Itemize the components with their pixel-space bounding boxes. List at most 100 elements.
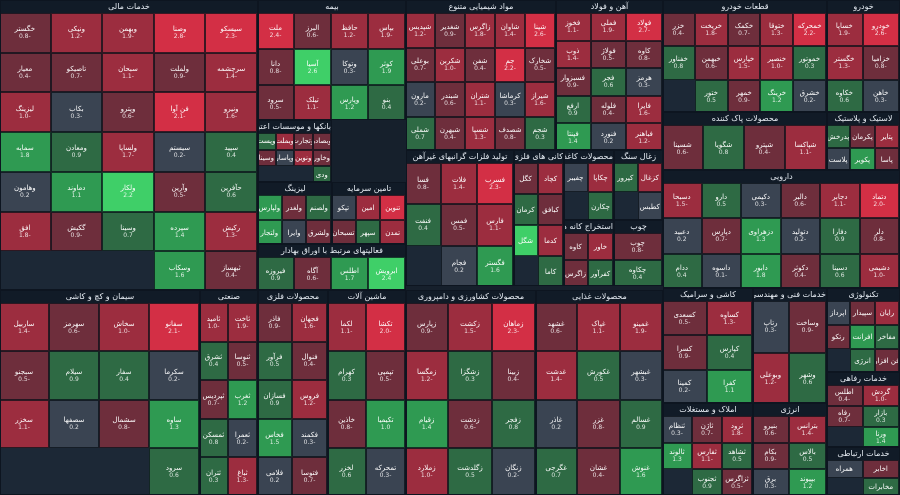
ticker-cell[interactable]: ونوین-1.4 xyxy=(294,149,313,167)
ticker-cell[interactable]: ذوب -1.4 xyxy=(557,40,591,69)
ticker-cell[interactable]: فاذر -0.9 xyxy=(259,303,292,342)
ticker-cell[interactable]: همراه-0.3 xyxy=(828,460,863,478)
ticker-cell[interactable]: تاصیکو -0.7 xyxy=(50,52,103,93)
ticker-cell[interactable]: وساخت -0.9 xyxy=(789,301,826,353)
ticker-cell[interactable]: کبافق-0.4 xyxy=(538,194,563,225)
ticker-cell[interactable]: زشگزا 0.3 xyxy=(448,351,492,400)
ticker-cell[interactable]: زگلدشت 0.5 xyxy=(448,447,492,494)
ticker-cell[interactable]: ونیکی -1.2 xyxy=(50,13,103,53)
ticker-cell[interactable]: خموتور 0.3 xyxy=(793,46,826,80)
ticker-cell[interactable]: ثالوند 1.3 xyxy=(664,442,692,470)
ticker-cell[interactable]: فجهان -1.6 xyxy=(292,303,327,342)
ticker-cell[interactable]: کسعدی -0.5 xyxy=(664,301,707,336)
ticker-cell[interactable]: کاما0.8 xyxy=(538,256,563,285)
ticker-cell[interactable]: سبحان -1.1 xyxy=(102,52,154,93)
ticker-cell[interactable]: اخابر-0.9 xyxy=(862,460,899,478)
ticker-cell[interactable]: فنورد 0.2 xyxy=(590,123,627,149)
ticker-cell[interactable]: خزر -0.4 xyxy=(664,13,695,47)
ticker-cell[interactable]: ثفارس -1.1 xyxy=(692,442,722,470)
ticker-cell[interactable]: شبندر -0.6 xyxy=(435,82,465,117)
ticker-cell[interactable]: آسیا 2.6 xyxy=(294,49,331,85)
ticker-cell[interactable]: ثاژن -0.7 xyxy=(692,416,722,443)
ticker-cell[interactable]: حآفرین 0.6 xyxy=(205,171,257,212)
ticker-cell[interactable]: ارفع 0.9 xyxy=(557,95,591,124)
ticker-cell[interactable]: پدرخش0.3 xyxy=(828,125,851,148)
ticker-cell[interactable]: وپارس 1.2 xyxy=(331,85,368,119)
ticker-cell[interactable]: فخوز -1.1 xyxy=(557,13,591,41)
ticker-cell[interactable]: دالبر -0.6 xyxy=(780,183,820,219)
ticker-cell[interactable]: غسالم 0.9 xyxy=(619,399,662,448)
ticker-cell[interactable]: البرز -0.6 xyxy=(294,13,331,49)
ticker-cell[interactable]: فسرب -2.3 xyxy=(477,163,513,205)
ticker-cell[interactable]: شفن -0.4 xyxy=(465,47,495,82)
ticker-cell[interactable]: وسینا 0.7 xyxy=(102,211,154,252)
ticker-cell[interactable]: خگستر -0.8 xyxy=(1,13,51,53)
ticker-cell[interactable]: دزهراوی 1.3 xyxy=(741,218,781,254)
ticker-cell[interactable]: دعبید 0.2 xyxy=(664,218,702,254)
ticker-cell[interactable]: دتماد -2.0 xyxy=(859,183,899,219)
ticker-cell[interactable]: چکارن0.5 xyxy=(588,192,613,219)
ticker-cell[interactable]: فروس -1.2 xyxy=(292,380,327,419)
ticker-cell[interactable]: فن افزار-0.4 xyxy=(874,349,899,371)
ticker-cell[interactable]: خساپا -1.9 xyxy=(828,13,863,47)
ticker-cell[interactable]: سپهر0.8 xyxy=(355,220,381,243)
ticker-cell[interactable]: پلاست-0.2 xyxy=(828,148,851,169)
ticker-cell[interactable]: وبوعلی -1.2 xyxy=(754,352,789,402)
ticker-cell[interactable]: زقیام 1.4 xyxy=(407,399,449,448)
ticker-cell[interactable]: پتایر-1.4 xyxy=(874,125,899,148)
ticker-cell[interactable]: دارو 0.5 xyxy=(701,183,741,219)
ticker-cell[interactable]: تنوین-2.1 xyxy=(380,195,405,220)
ticker-cell[interactable]: پکرمان-0.5 xyxy=(850,125,875,148)
ticker-cell[interactable]: گکیش -0.9 xyxy=(50,211,103,252)
ticker-cell[interactable]: سکرما -0.2 xyxy=(149,351,199,400)
ticker-cell[interactable]: انرژی0.9 xyxy=(850,349,875,371)
ticker-cell[interactable]: زمگسا -1.2 xyxy=(407,351,449,400)
ticker-cell[interactable]: کپارس 0.4 xyxy=(707,335,752,370)
ticker-cell[interactable]: کطبس-0.3 xyxy=(637,192,662,219)
ticker-cell[interactable]: شپترو -0.4 xyxy=(744,125,785,169)
ticker-cell[interactable]: ابرویش 2.4 xyxy=(368,257,405,289)
ticker-cell[interactable]: بنو 0.4 xyxy=(368,85,405,119)
ticker-cell[interactable]: دکیمی -0.3 xyxy=(741,183,781,219)
ticker-cell[interactable]: شسینا -0.6 xyxy=(664,125,703,169)
ticker-cell[interactable]: خاهن -0.3 xyxy=(862,79,899,111)
ticker-cell[interactable]: سرچشمه -1.4 xyxy=(205,52,257,93)
ticker-cell[interactable]: دابور 1.8 xyxy=(741,253,781,287)
ticker-cell[interactable]: وبصادر-0.8 xyxy=(312,133,331,150)
ticker-cell[interactable]: فنوال -0.4 xyxy=(292,341,327,381)
ticker-cell[interactable]: زبینا -0.4 xyxy=(491,351,535,400)
ticker-cell[interactable]: بکاب -0.3 xyxy=(50,92,103,133)
ticker-cell[interactable]: فتوسا -0.7 xyxy=(292,457,327,494)
ticker-cell[interactable]: سیسکو -2.3 xyxy=(205,13,257,53)
ticker-cell[interactable]: ثعمرا -0.2 xyxy=(228,418,257,458)
ticker-cell[interactable]: خرینگ 1.2 xyxy=(760,79,794,111)
ticker-cell[interactable]: دماوند 1.1 xyxy=(50,171,103,212)
ticker-cell[interactable]: افق -1.8 xyxy=(1,211,51,252)
ticker-cell[interactable]: فرآور 0.5 xyxy=(259,341,292,381)
ticker-cell[interactable]: پکویر1.1 xyxy=(850,148,875,169)
ticker-cell[interactable]: غشهد -0.6 xyxy=(537,303,578,352)
ticker-cell[interactable]: تیلک -1.1 xyxy=(294,85,331,119)
ticker-cell[interactable]: سفار 0.4 xyxy=(99,351,149,400)
ticker-cell[interactable]: ولتجار1.3 xyxy=(259,220,282,243)
ticker-cell[interactable]: ولپارس1.1 xyxy=(259,195,282,220)
ticker-cell[interactable]: ثغرب 1.2 xyxy=(228,380,257,419)
ticker-cell[interactable]: رایان-1.2 xyxy=(874,301,899,325)
ticker-cell[interactable]: سپید 0.4 xyxy=(205,132,257,172)
ticker-cell[interactable]: ونیرو -1.6 xyxy=(205,92,257,133)
ticker-cell[interactable]: فخاس 1.5 xyxy=(259,418,292,458)
ticker-cell[interactable]: فن آوا -2.1 xyxy=(153,92,206,133)
ticker-cell[interactable]: کزغال-1.2 xyxy=(637,163,662,192)
ticker-cell[interactable]: کوثر 1.9 xyxy=(368,49,405,85)
ticker-cell[interactable]: اطلس -0.4 xyxy=(828,385,863,406)
ticker-cell[interactable]: بپیوند 1.2 xyxy=(789,469,826,494)
ticker-cell[interactable]: ثمسکن 0.8 xyxy=(201,418,228,458)
ticker-cell[interactable]: مخابرات0.6 xyxy=(862,478,899,494)
ticker-cell[interactable]: غمینو -1.9 xyxy=(619,303,662,352)
ticker-cell[interactable]: کفرآور0.7 xyxy=(588,260,613,285)
ticker-cell[interactable]: لخزر 0.6 xyxy=(329,447,366,494)
ticker-cell[interactable]: وآرین -0.5 xyxy=(153,171,206,212)
ticker-cell[interactable]: خمحرکه -2.2 xyxy=(793,13,826,47)
ticker-cell[interactable]: فیروزه 0.9 xyxy=(259,257,294,289)
ticker-cell[interactable]: ساربیل -1.4 xyxy=(1,303,49,352)
